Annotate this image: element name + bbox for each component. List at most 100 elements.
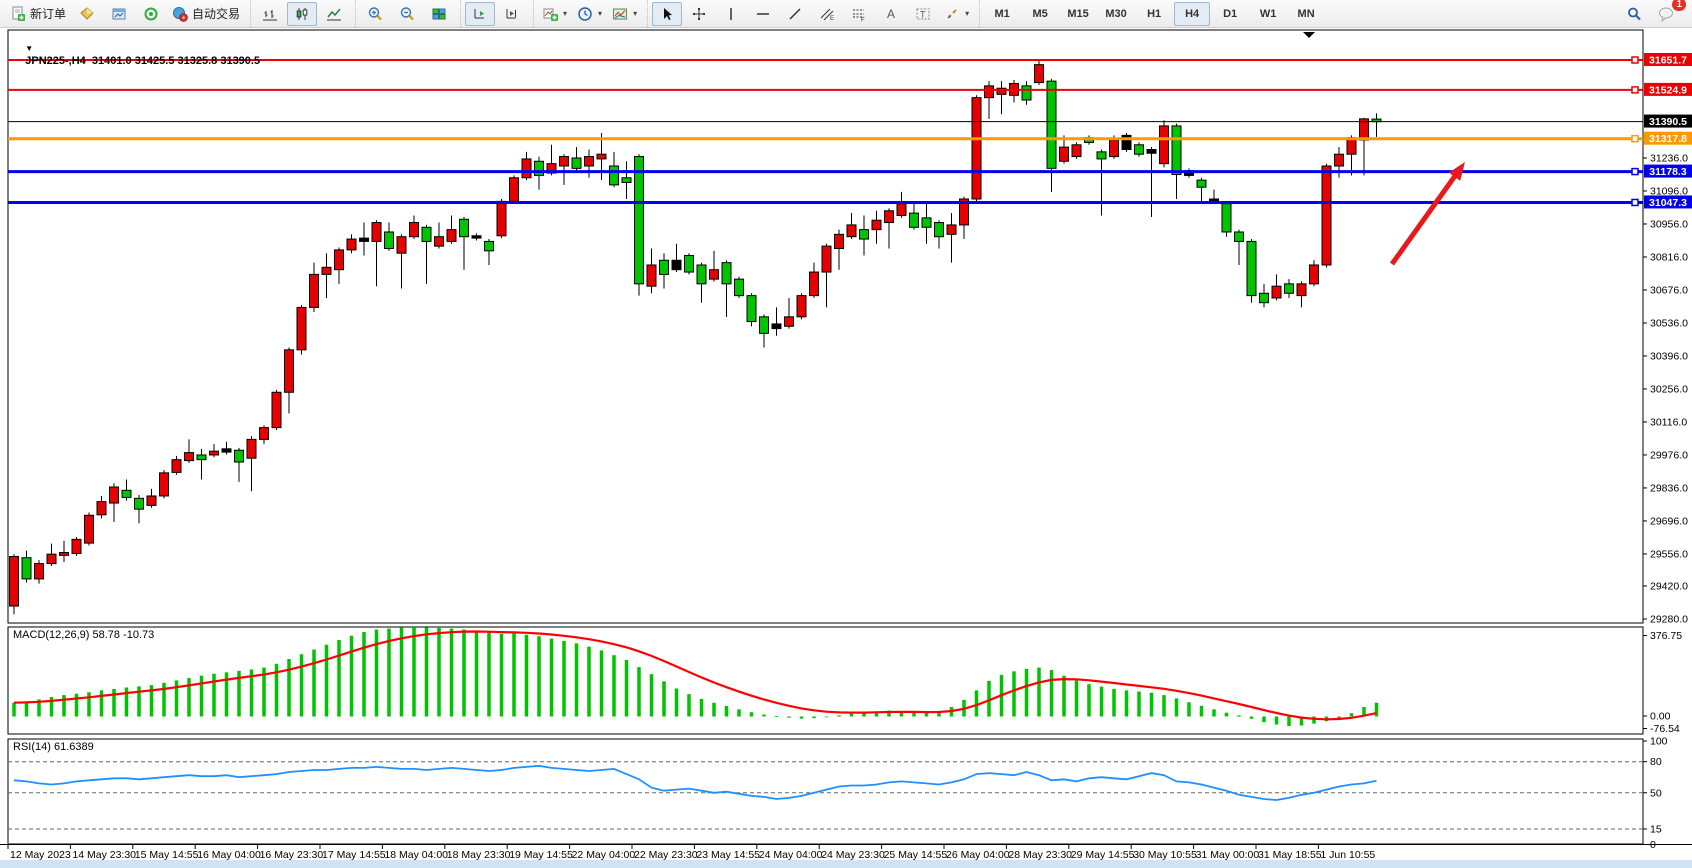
candle-body bbox=[784, 316, 794, 327]
line-chart-button[interactable] bbox=[319, 2, 349, 26]
macd-histogram-bar bbox=[812, 716, 816, 719]
indicators-dropdown-caret[interactable]: ▾ bbox=[563, 9, 568, 18]
timeframe-button-h4[interactable]: H4 bbox=[1174, 1, 1211, 26]
label-tool-button[interactable]: T bbox=[908, 2, 938, 26]
templates-dropdown-caret[interactable]: ▾ bbox=[633, 9, 638, 18]
macd-histogram-bar bbox=[1224, 712, 1229, 717]
candle-body bbox=[434, 236, 444, 247]
macd-histogram-bar bbox=[399, 627, 404, 717]
timeframe-button-w1[interactable]: W1 bbox=[1259, 7, 1277, 20]
equidistant-channel-icon: E bbox=[819, 6, 835, 22]
autotrading-button[interactable]: 自动交易 bbox=[168, 2, 244, 26]
auto-scroll-button[interactable] bbox=[465, 1, 496, 26]
macd-histogram-bar bbox=[512, 633, 516, 717]
macd-histogram-bar bbox=[137, 686, 141, 717]
macd-histogram-bar bbox=[1249, 716, 1254, 719]
candle-body bbox=[159, 472, 169, 497]
candle-body bbox=[896, 203, 907, 216]
fibonacci-icon: F bbox=[851, 6, 867, 22]
terminal-button[interactable] bbox=[104, 2, 134, 26]
candle-body bbox=[1046, 80, 1057, 169]
arrows-tool-button[interactable]: ▾ bbox=[940, 2, 973, 26]
candle-body bbox=[1071, 144, 1082, 158]
fibonacci-tool-button[interactable]: F bbox=[844, 2, 874, 26]
macd-histogram-bar bbox=[462, 629, 466, 717]
periods-button[interactable]: ▾ bbox=[573, 2, 606, 26]
candle-body bbox=[334, 249, 344, 271]
candle-body bbox=[959, 198, 969, 226]
macd-histogram-bar bbox=[1162, 695, 1166, 717]
notifications-button[interactable]: 1 bbox=[1651, 0, 1686, 26]
price-axis-tick-label: 29420.0 bbox=[1650, 580, 1688, 592]
macd-histogram-bar bbox=[837, 715, 841, 717]
macd-histogram-bar bbox=[312, 649, 316, 717]
trendline-tool-button[interactable] bbox=[780, 2, 810, 26]
crosshair-tool-button[interactable] bbox=[684, 2, 714, 26]
expert-advisors-button[interactable] bbox=[72, 2, 102, 26]
candle-body bbox=[484, 240, 494, 252]
line-end-handle bbox=[1631, 198, 1639, 207]
arrows-dropdown-caret[interactable]: ▾ bbox=[965, 9, 970, 18]
cursor-icon bbox=[659, 6, 675, 22]
tile-windows-button[interactable] bbox=[424, 2, 454, 26]
price-axis-tick-label: 31236.0 bbox=[1650, 152, 1688, 164]
timeframe-button-mn[interactable]: MN bbox=[1297, 7, 1315, 20]
zoom-out-icon bbox=[399, 6, 415, 22]
timeframe-button-d1[interactable]: D1 bbox=[1223, 7, 1238, 20]
macd-histogram-bar bbox=[324, 644, 329, 717]
time-axis-label: 18 May 23:30 bbox=[447, 849, 511, 861]
zoom-in-button[interactable] bbox=[360, 2, 390, 26]
timeframe-button-h1[interactable]: H1 bbox=[1147, 7, 1162, 20]
candle-body bbox=[909, 212, 919, 228]
macd-histogram-bar bbox=[262, 667, 266, 717]
macd-histogram-bar bbox=[1274, 716, 1279, 725]
alerts-button[interactable] bbox=[136, 2, 166, 26]
timeframe-button-m1[interactable]: M1 bbox=[994, 7, 1010, 20]
candle-body bbox=[221, 448, 232, 453]
candle-body bbox=[1171, 125, 1182, 175]
candle-body bbox=[234, 449, 244, 463]
templates-button[interactable]: ▾ bbox=[608, 2, 641, 26]
search-button[interactable] bbox=[1619, 2, 1649, 26]
macd-histogram-bar bbox=[24, 701, 29, 717]
rsi-axis-label: 80 bbox=[1650, 756, 1662, 768]
rsi-panel bbox=[7, 738, 1644, 845]
main-chart-panel bbox=[7, 29, 1644, 624]
macd-histogram-bar bbox=[274, 663, 279, 717]
macd-signal-line bbox=[13, 630, 1377, 721]
macd-histogram-bar bbox=[687, 694, 691, 717]
macd-histogram-bar bbox=[524, 634, 529, 717]
macd-histogram-bar bbox=[12, 702, 16, 717]
candle-body bbox=[1159, 125, 1169, 165]
candle-body bbox=[309, 273, 319, 308]
candle-body bbox=[1109, 139, 1119, 158]
price-axis-tick-label: 29836.0 bbox=[1650, 482, 1688, 494]
channel-tool-button[interactable]: E bbox=[812, 2, 842, 26]
price-axis-tick-label: 30956.0 bbox=[1650, 218, 1688, 230]
candle-body bbox=[609, 165, 619, 186]
bar-chart-button[interactable] bbox=[255, 2, 285, 26]
candle-body bbox=[1259, 292, 1269, 304]
zoom-out-button[interactable] bbox=[392, 2, 422, 26]
periods-dropdown-caret[interactable]: ▾ bbox=[598, 9, 603, 18]
timeframe-button-m15[interactable]: M15 bbox=[1067, 7, 1089, 20]
macd-histogram-bar bbox=[787, 716, 791, 718]
price-badge bbox=[1644, 114, 1692, 128]
candle-body bbox=[346, 238, 357, 251]
time-axis-label: 14 May 23:30 bbox=[72, 849, 136, 861]
price-badge-label: 31317.8 bbox=[1649, 133, 1687, 145]
vertical-line-tool-button[interactable] bbox=[716, 2, 746, 26]
candle-body bbox=[171, 459, 182, 473]
candle-body bbox=[409, 222, 419, 238]
symbol-dropdown-icon[interactable]: ▼ bbox=[25, 44, 34, 53]
horizontal-line-tool-button[interactable] bbox=[748, 2, 778, 26]
timeframe-button-m30[interactable]: M30 bbox=[1105, 7, 1127, 20]
timeframe-button-m5[interactable]: M5 bbox=[1032, 7, 1048, 20]
cursor-tool-button[interactable] bbox=[652, 1, 683, 26]
text-tool-button[interactable]: A bbox=[876, 2, 906, 26]
indicators-button[interactable]: ▾ bbox=[538, 2, 571, 26]
chart-shift-button[interactable] bbox=[497, 2, 527, 26]
new-order-button[interactable]: 新订单 bbox=[6, 2, 70, 26]
candlestick-chart-button[interactable] bbox=[287, 1, 318, 26]
